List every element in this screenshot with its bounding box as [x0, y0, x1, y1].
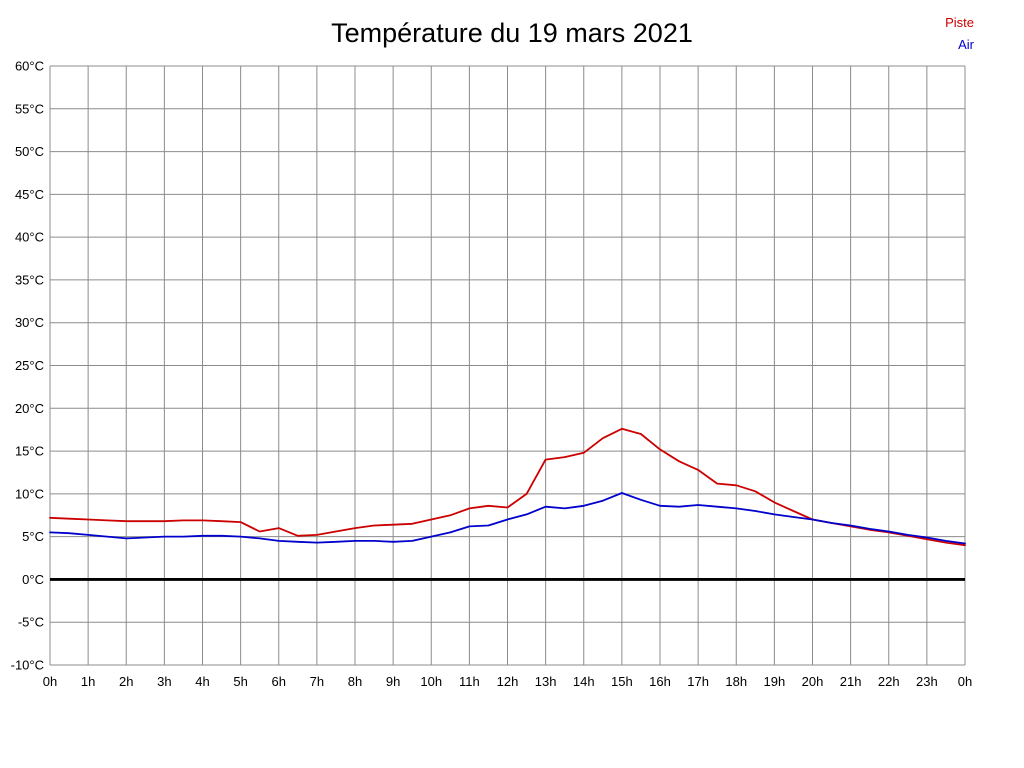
svg-text:10h: 10h [420, 674, 442, 689]
svg-text:7h: 7h [310, 674, 324, 689]
svg-text:2h: 2h [119, 674, 133, 689]
svg-text:25°C: 25°C [15, 358, 44, 373]
svg-text:18h: 18h [725, 674, 747, 689]
svg-text:9h: 9h [386, 674, 400, 689]
svg-text:55°C: 55°C [15, 101, 44, 116]
svg-text:16h: 16h [649, 674, 671, 689]
svg-text:21h: 21h [840, 674, 862, 689]
svg-text:22h: 22h [878, 674, 900, 689]
svg-text:40°C: 40°C [15, 230, 44, 245]
svg-text:14h: 14h [573, 674, 595, 689]
svg-text:0°C: 0°C [22, 572, 44, 587]
svg-text:0h: 0h [43, 674, 57, 689]
svg-text:11h: 11h [459, 674, 480, 689]
svg-text:17h: 17h [687, 674, 709, 689]
svg-text:10°C: 10°C [15, 486, 44, 501]
svg-text:5°C: 5°C [22, 529, 44, 544]
svg-text:15°C: 15°C [15, 444, 44, 459]
svg-text:30°C: 30°C [15, 315, 44, 330]
svg-text:5h: 5h [233, 674, 247, 689]
svg-text:45°C: 45°C [15, 187, 44, 202]
svg-text:1h: 1h [81, 674, 95, 689]
svg-text:13h: 13h [535, 674, 557, 689]
chart-title: Température du 19 mars 2021 [331, 18, 693, 48]
svg-text:20°C: 20°C [15, 401, 44, 416]
svg-text:8h: 8h [348, 674, 362, 689]
svg-text:0h: 0h [958, 674, 972, 689]
svg-text:60°C: 60°C [15, 59, 44, 74]
svg-text:50°C: 50°C [15, 144, 44, 159]
svg-text:15h: 15h [611, 674, 633, 689]
svg-text:19h: 19h [764, 674, 786, 689]
svg-text:3h: 3h [157, 674, 171, 689]
svg-text:23h: 23h [916, 674, 938, 689]
legend-item-air: Air [958, 37, 974, 52]
svg-text:6h: 6h [272, 674, 286, 689]
svg-text:-10°C: -10°C [11, 658, 44, 673]
legend-item-piste: Piste [945, 15, 974, 30]
chart-legend: Piste Air [945, 12, 974, 56]
svg-text:35°C: 35°C [15, 272, 44, 287]
svg-text:-5°C: -5°C [18, 615, 44, 630]
svg-text:12h: 12h [497, 674, 519, 689]
svg-text:20h: 20h [802, 674, 824, 689]
svg-text:4h: 4h [195, 674, 209, 689]
